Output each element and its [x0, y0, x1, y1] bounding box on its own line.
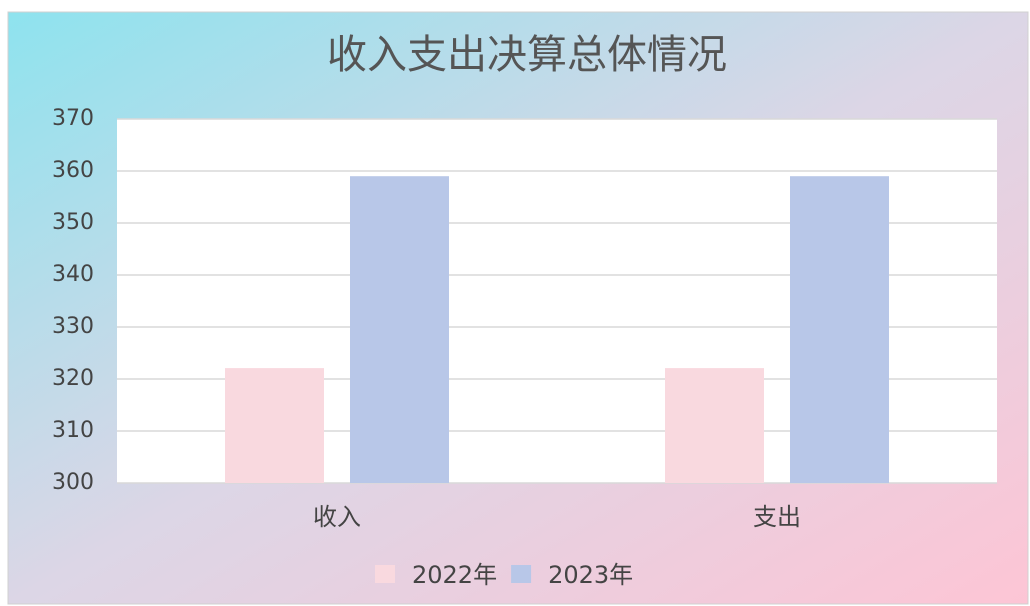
- bar: [665, 368, 764, 483]
- x-tick-label: 支出: [753, 503, 801, 531]
- x-tick-label: 收入: [313, 503, 361, 531]
- bar: [350, 176, 449, 483]
- bar: [225, 368, 324, 483]
- chart-title: 收入支出决算总体情况: [327, 32, 727, 78]
- y-tick-label: 350: [52, 210, 94, 235]
- y-tick-label: 360: [52, 158, 94, 183]
- y-tick-label: 370: [52, 106, 94, 131]
- y-tick-label: 330: [52, 314, 94, 339]
- legend-swatch: [375, 565, 395, 583]
- legend-label: 2022年: [412, 561, 497, 589]
- legend-swatch: [511, 565, 532, 583]
- legend-label: 2023年: [548, 561, 633, 589]
- y-tick-label: 320: [52, 366, 94, 391]
- y-tick-label: 340: [52, 262, 94, 287]
- bar: [790, 176, 889, 483]
- y-tick-label: 300: [52, 470, 94, 495]
- y-tick-label: 310: [52, 418, 94, 443]
